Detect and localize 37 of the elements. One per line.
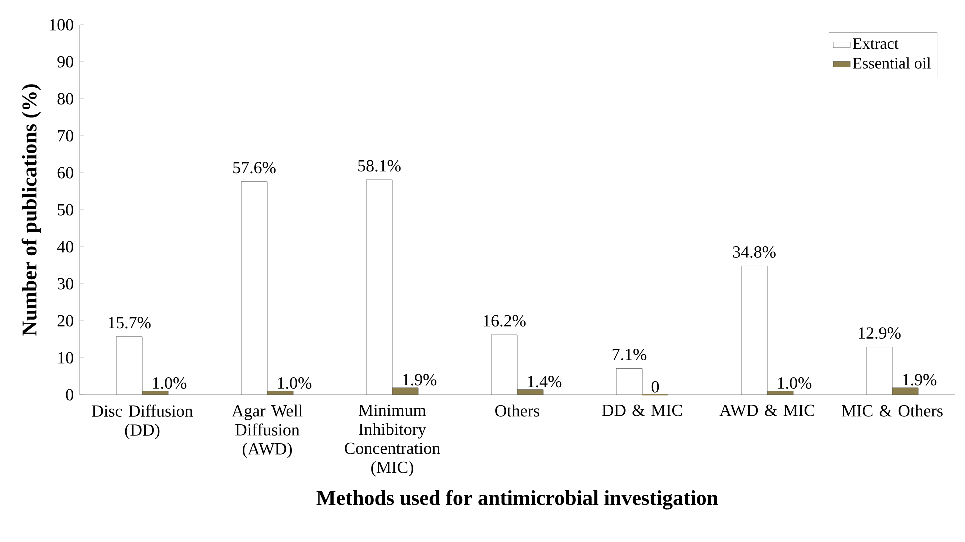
y-tick-label: 20 — [58, 315, 74, 327]
x-tick-label: DD & MIC — [602, 404, 682, 416]
data-label: 57.6% — [234, 162, 276, 174]
x-tick-label: Disc Diffusion (DD) — [92, 404, 194, 440]
x-tick-label: MIC & Others — [842, 404, 943, 417]
y-tick-label: 30 — [58, 278, 74, 290]
data-label: 1.0% — [278, 378, 312, 390]
x-tick-label: Agar Well Diffusion (AWD) — [232, 404, 303, 458]
data-label: 15.7% — [109, 317, 151, 329]
y-tick-label: 60 — [58, 167, 74, 179]
bar — [616, 368, 643, 396]
data-label: 16.2% — [484, 315, 526, 327]
y-tick-label: 90 — [58, 56, 74, 68]
data-label: 0 — [652, 381, 660, 393]
y-tick-label: 0 — [66, 389, 74, 401]
y-tick-label: 100 — [50, 19, 74, 31]
x-tick-label: Minimum Inhibitory Concentration (MIC) — [345, 404, 440, 477]
y-tick-label: 10 — [58, 352, 74, 364]
data-label: 12.9% — [859, 328, 901, 340]
y-tick-label: 40 — [57, 241, 74, 253]
legend-label: Extract — [853, 38, 899, 50]
data-label: 1.0% — [778, 378, 812, 390]
data-label: 34.8% — [733, 246, 776, 258]
data-label: 1.0% — [153, 378, 187, 390]
y-axis-title: Number of publications (%) — [22, 84, 42, 336]
data-label: 1.4% — [528, 376, 562, 388]
legend-label: Essential oil — [853, 58, 931, 69]
x-tick-label: Others — [496, 404, 540, 417]
data-label: 1.9% — [903, 374, 937, 386]
data-label: 7.1% — [612, 348, 647, 361]
y-tick-label: 70 — [58, 130, 74, 142]
y-tick-label: 50 — [58, 204, 74, 216]
y-tick-label: 80 — [58, 93, 74, 105]
x-tick-label: AWD & MIC — [720, 404, 815, 416]
x-axis-title: Methods used for antimicrobial investigation — [316, 490, 718, 510]
data-label: 58.1% — [358, 160, 401, 172]
data-label: 1.9% — [403, 374, 437, 386]
